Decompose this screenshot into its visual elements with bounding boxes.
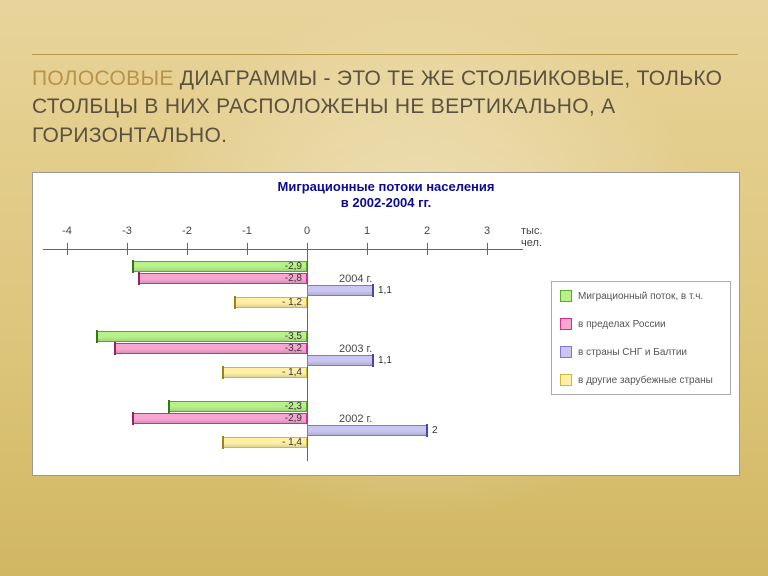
bar: - 1,2 (235, 297, 307, 308)
year-group: 2004 г. -2,9-2,8 1,1 - 1,2 (43, 261, 523, 312)
legend-swatch (560, 318, 572, 330)
bar-value: -3,5 (285, 331, 302, 342)
chart-title: Миграционные потоки населения в 2002-200… (33, 179, 739, 212)
title-lead: ПОЛОСОВЫЕ (32, 67, 174, 90)
bar: - 1,4 (223, 367, 307, 378)
legend-item: в пределах России (552, 310, 730, 338)
legend-label: в другие зарубежные страны (578, 375, 713, 386)
bar-value: -2,8 (285, 273, 302, 284)
year-group: 2002 г. -2,3-2,9 2 - 1,4 (43, 401, 523, 452)
legend: Миграционный поток, в т.ч. в пределах Рос… (551, 281, 731, 395)
x-tick (427, 243, 428, 255)
legend-label: Миграционный поток, в т.ч. (578, 291, 703, 302)
chart-container: Миграционные потоки населения в 2002-200… (32, 172, 740, 476)
x-unit-label: тыс. чел. (521, 225, 543, 249)
bar-value: 1,1 (378, 355, 392, 366)
bar: -2,3 (169, 401, 307, 412)
chart-title-line2: в 2002-2004 гг. (341, 195, 432, 210)
x-tick-label: 2 (424, 225, 430, 237)
group-label: 2004 г. (339, 273, 372, 285)
group-label: 2002 г. (339, 413, 372, 425)
bar-value: - 1,4 (282, 367, 302, 378)
x-tick-label: -1 (242, 225, 252, 237)
x-tick-label: 3 (484, 225, 490, 237)
bar-value: -3,2 (285, 343, 302, 354)
bar-value: -2,9 (285, 261, 302, 272)
x-tick-label: 1 (364, 225, 370, 237)
chart-title-line1: Миграционные потоки населения (278, 179, 495, 194)
legend-swatch (560, 374, 572, 386)
legend-item: в другие зарубежные страны (552, 366, 730, 394)
year-group: 2003 г. -3,5-3,2 1,1 - 1,4 (43, 331, 523, 382)
bar-value: -2,3 (285, 401, 302, 412)
plot-area: -4-3-2-10123тыс. чел.2004 г.-2,9-2,81,1-… (43, 225, 523, 461)
legend-label: в страны СНГ и Балтии (578, 347, 687, 358)
bar-value: -2,9 (285, 413, 302, 424)
bar: -3,5 (97, 331, 307, 342)
bar: -3,2 (115, 343, 307, 354)
x-tick (247, 243, 248, 255)
bar: -2,9 (133, 261, 307, 272)
bar-value: 1,1 (378, 285, 392, 296)
bar: 1,1 (307, 355, 373, 366)
top-rule (32, 54, 738, 55)
legend-label: в пределах России (578, 319, 666, 330)
bar: 1,1 (307, 285, 373, 296)
page-title: ПОЛОСОВЫЕ ДИАГРАММЫ - ЭТО ТЕ ЖЕ СТОЛБИКО… (32, 65, 738, 150)
bar: -2,8 (139, 273, 307, 284)
x-tick-label: -4 (62, 225, 72, 237)
x-tick (187, 243, 188, 255)
bar: - 1,4 (223, 437, 307, 448)
legend-swatch (560, 346, 572, 358)
legend-item: в страны СНГ и Балтии (552, 338, 730, 366)
x-tick (127, 243, 128, 255)
x-tick (67, 243, 68, 255)
legend-item: Миграционный поток, в т.ч. (552, 282, 730, 310)
x-tick (487, 243, 488, 255)
x-tick-label: -3 (122, 225, 132, 237)
x-tick (367, 243, 368, 255)
bar-value: - 1,2 (282, 297, 302, 308)
bar: 2 (307, 425, 427, 436)
x-tick-label: 0 (304, 225, 310, 237)
bar-value: 2 (432, 425, 438, 436)
group-label: 2003 г. (339, 343, 372, 355)
x-tick-label: -2 (182, 225, 192, 237)
bar: -2,9 (133, 413, 307, 424)
bar-value: - 1,4 (282, 437, 302, 448)
legend-swatch (560, 290, 572, 302)
x-axis (43, 249, 523, 250)
